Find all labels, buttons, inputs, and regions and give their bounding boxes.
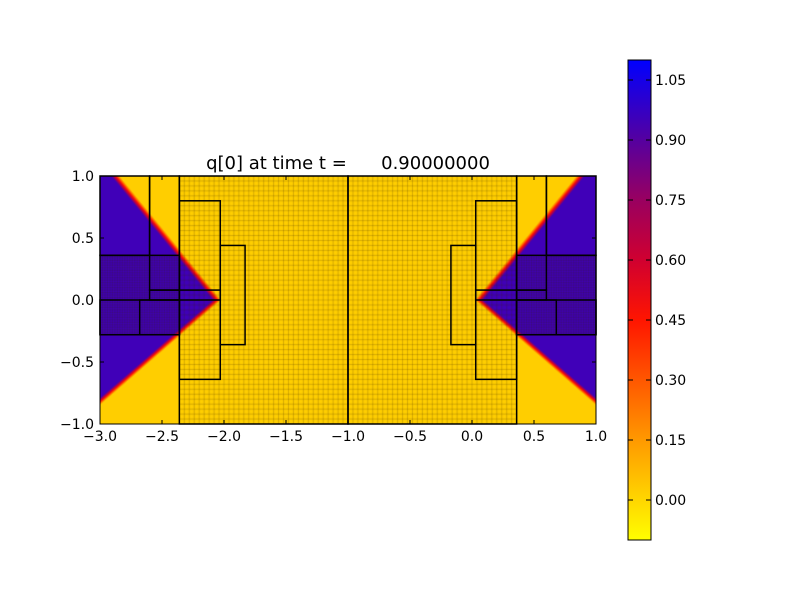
colorbar-tick-label: 1.05 — [655, 73, 686, 89]
colorbar-tick-label: 0.60 — [655, 253, 686, 269]
x-tick-label: −3.0 — [83, 429, 117, 445]
x-tick-label: 0.0 — [461, 429, 483, 445]
x-tick-label: −1.5 — [269, 429, 303, 445]
y-tick-label: −0.5 — [60, 355, 94, 371]
colorbar — [627, 59, 652, 541]
colorbar-tick-label: 0.90 — [655, 133, 686, 149]
y-axis: 1.0 0.5 0.0 −0.5 −1.0 — [60, 169, 596, 433]
colorbar-tick-label: 0.30 — [655, 373, 686, 389]
x-tick-label: −1.0 — [331, 429, 365, 445]
chart-title: q[0] at time t = 0.90000000 — [206, 153, 490, 174]
colorbar-tick-label: 0.75 — [655, 193, 686, 209]
x-tick-label: 0.5 — [523, 429, 545, 445]
y-tick-label: 0.0 — [72, 293, 94, 309]
y-tick-label: 1.0 — [72, 169, 94, 185]
x-tick-label: −2.5 — [145, 429, 179, 445]
colorbar-tick-label: 0.45 — [655, 313, 686, 329]
x-tick-label: −2.0 — [207, 429, 241, 445]
x-tick-label: 1.0 — [585, 429, 607, 445]
x-tick-label: −0.5 — [393, 429, 427, 445]
x-axis: −3.0 −2.5 −2.0 −1.5 −1.0 −0.5 0.0 0.5 1.0 — [83, 176, 607, 445]
y-tick-label: −1.0 — [60, 417, 94, 433]
y-tick-label: 0.5 — [72, 231, 94, 247]
colorbar-ticks: 1.05 0.90 0.75 0.60 0.45 0.30 0.15 0.00 — [628, 73, 686, 509]
colorbar-tick-label: 0.15 — [655, 433, 686, 449]
colorbar-tick-label: 0.00 — [655, 493, 686, 509]
amr-patch — [219, 244, 246, 346]
amr-patch — [450, 244, 477, 346]
